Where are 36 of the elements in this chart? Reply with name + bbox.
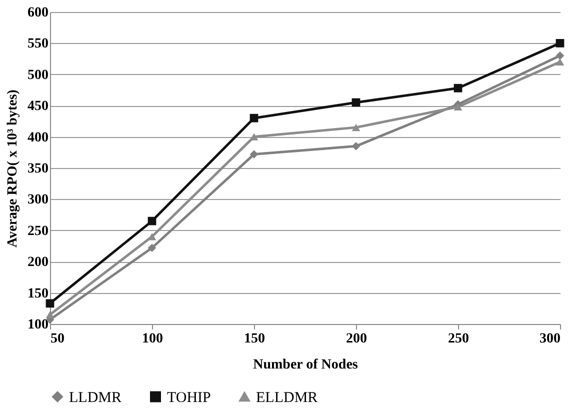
y-tick-label: 600 [28,6,48,20]
y-tick-label: 500 [28,68,48,83]
point [46,299,54,308]
x-tick-label: 250 [448,332,469,346]
x-tick-label: 50 [50,332,64,346]
point [148,244,156,252]
x-tick-label: 150 [244,332,265,346]
x-tick-label: 300 [540,332,560,346]
y-tick-label: 550 [28,36,48,52]
point [454,103,462,110]
point [46,311,54,318]
point [250,114,258,122]
point [556,39,564,48]
point [556,51,564,60]
legend-label: ELLDMR [256,390,318,406]
legend-label: LLDMR [69,390,122,406]
y-tick-label: 400 [28,130,48,146]
point [352,142,360,150]
y-tick-label: 250 [28,224,48,239]
y-tick-label: 150 [28,286,48,302]
point [454,84,462,92]
legend-label: TOHIP [167,390,211,406]
point [148,216,156,226]
y-tick-label: 450 [28,99,48,114]
point [352,98,360,107]
y-axis-title: Average RPO( x 10³ bytes) [6,89,20,248]
point [556,58,564,66]
y-tick-label: 200 [28,255,48,270]
y-tick-label: 350 [28,162,48,176]
y-tick-label: 100 [28,318,48,332]
y-tick-label: 300 [28,192,48,208]
point [352,124,360,132]
x-tick-label: 200 [346,332,367,346]
point [250,150,258,158]
x-axis-title: Number of Nodes [253,358,358,372]
x-tick-label: 100 [142,332,163,346]
